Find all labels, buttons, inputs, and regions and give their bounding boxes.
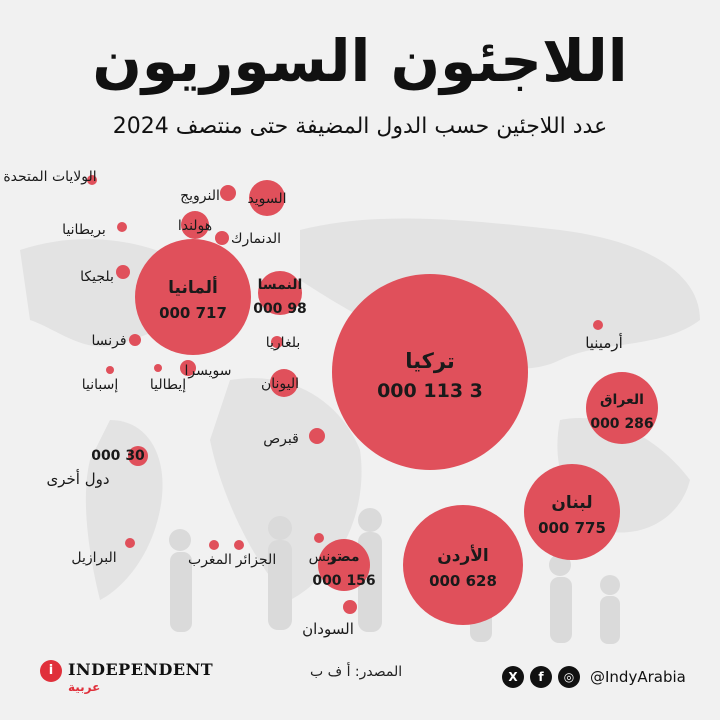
- bubble-22: [154, 364, 162, 372]
- facebook-icon[interactable]: f: [530, 666, 552, 688]
- page-title: اللاجئون السوريون: [92, 27, 628, 95]
- bubble-12: [215, 231, 229, 245]
- bubble-label-16: بلجيكا: [80, 269, 114, 285]
- bubble-23: [106, 366, 114, 374]
- bubble-25: [209, 540, 219, 550]
- bubble-10: [270, 369, 298, 397]
- bubble-label-4: العراق: [600, 392, 644, 408]
- bubble-label-8: السويد: [247, 191, 286, 207]
- bubble-value-4: 286 000: [590, 416, 653, 432]
- bubble-13: [271, 336, 283, 348]
- bubble-label-22: إيطاليا: [150, 377, 186, 393]
- logo-text: INDEPENDENT: [68, 660, 214, 679]
- bubble-value-5: 156 000: [312, 573, 375, 589]
- bubble-label-1: لبنان: [551, 493, 592, 513]
- bubble-label-15: السودان: [302, 620, 354, 638]
- bubble-26: [234, 540, 244, 550]
- bubble-value-6: 98 000: [253, 301, 307, 317]
- bubble-label-25: المغرب: [188, 552, 232, 568]
- bubble-16: [116, 265, 130, 279]
- bubble-label-19: بريطانيا: [62, 222, 106, 238]
- bubble-label-13: بلغاريا: [266, 335, 300, 351]
- bubble-9: [181, 211, 209, 239]
- bubble-label-3: الأردن: [437, 545, 489, 566]
- bubble-21: [593, 320, 603, 330]
- bubble-4: [586, 372, 658, 444]
- bubble-label-9: هولندا: [178, 218, 212, 234]
- bubble-15: [343, 600, 357, 614]
- bubble-value-0: 3 113 000: [377, 380, 483, 402]
- bubble-label-0: تركيا: [405, 349, 455, 373]
- bubble-5: [318, 539, 370, 591]
- bubble-3: [403, 505, 523, 625]
- bubble-value-3: 628 000: [429, 572, 497, 590]
- bubble-label-5: مصر: [327, 549, 359, 565]
- bubble-0: [332, 274, 528, 470]
- bubble-1: [524, 464, 620, 560]
- bubble-label-20: الولايات المتحدة: [3, 169, 96, 185]
- bubble-label-7: دول أخرى: [46, 469, 109, 488]
- bubble-8: [249, 180, 285, 216]
- bubble-label-17: فرنسا: [91, 333, 126, 349]
- bubble-label-11: النرويج: [180, 188, 220, 204]
- logo-subtext: عربية: [68, 680, 101, 694]
- bubble-label-27: تونس: [309, 549, 342, 565]
- bubble-17: [129, 334, 141, 346]
- bubble-18: [180, 360, 196, 376]
- bubble-20: [87, 175, 97, 185]
- bubble-14: [309, 428, 325, 444]
- bubble-label-10: اليونان: [261, 376, 299, 392]
- bubble-19: [117, 222, 127, 232]
- source-note: المصدر: أ ف ب: [310, 664, 403, 680]
- bubble-11: [220, 185, 236, 201]
- bubble-label-6: النمسا: [258, 277, 303, 293]
- bubble-label-24: البرازيل: [71, 550, 116, 566]
- bubble-label-21: أرمينيا: [585, 333, 623, 352]
- bubble-7: [128, 446, 148, 466]
- page-subtitle: عدد اللاجئين حسب الدول المضيفة حتى منتصف…: [112, 114, 608, 139]
- independent-logo: i INDEPENDENT عربية: [40, 656, 213, 702]
- bubble-label-12: الدنمارك: [231, 231, 281, 247]
- bubble-value-1: 775 000: [538, 519, 606, 537]
- logo-mark-icon: i: [40, 660, 62, 682]
- bubble-2: [135, 239, 251, 355]
- social-links: X f ◎ @IndyArabia: [502, 664, 686, 690]
- bubble-label-23: إسبانيا: [82, 377, 119, 393]
- bubble-value-7: 30 000: [91, 448, 145, 464]
- bubble-27: [314, 533, 324, 543]
- bubble-24: [125, 538, 135, 548]
- x-icon[interactable]: X: [502, 666, 524, 688]
- bubble-label-14: قبرص: [263, 431, 299, 447]
- social-handle[interactable]: @IndyArabia: [590, 668, 686, 686]
- bubble-value-2: 717 000: [159, 304, 227, 322]
- bubble-label-26: الجزائر: [235, 552, 276, 568]
- bubble-6: [258, 271, 302, 315]
- bubble-label-18: سويسرا: [185, 363, 232, 379]
- bubble-label-2: ألمانيا: [168, 276, 218, 298]
- instagram-icon[interactable]: ◎: [558, 666, 580, 688]
